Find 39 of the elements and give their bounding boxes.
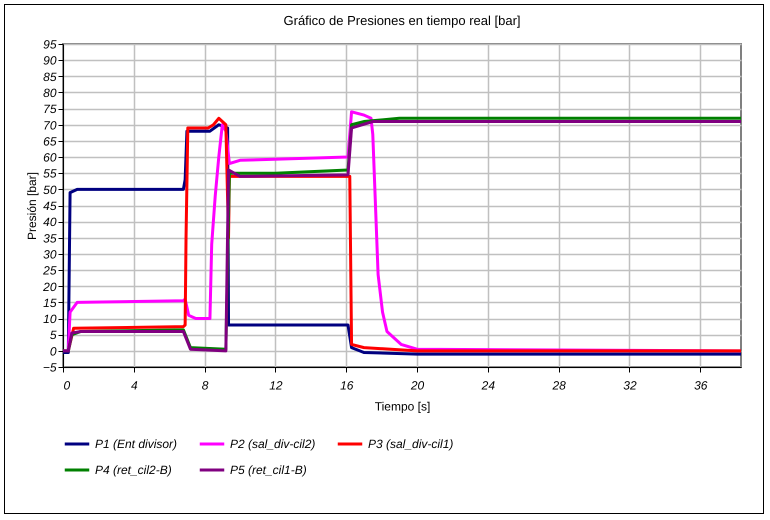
x-tick-label: 20 [410, 378, 425, 392]
y-tick-label: 25 [42, 264, 57, 278]
y-tick-label: 85 [43, 70, 57, 84]
y-tick-label: −5 [42, 360, 57, 374]
x-tick-label: 28 [551, 378, 566, 392]
x-tick-label: 16 [340, 378, 354, 392]
chart-title: Gráfico de Presiones en tiempo real [bar] [283, 13, 521, 28]
y-tick-label: 15 [43, 296, 57, 310]
x-tick-label: 0 [64, 378, 70, 392]
legend-label: P5 (ret_cil1-B) [230, 463, 307, 477]
legend-label: P4 (ret_cil2-B) [95, 463, 172, 477]
legend-label: P1 (Ent divisor) [95, 437, 178, 451]
y-tick-label: 20 [42, 280, 57, 294]
x-tick-label: 36 [694, 378, 708, 392]
y-tick-label: 35 [43, 231, 57, 246]
y-tick-label: 40 [43, 215, 57, 230]
y-tick-label: 80 [43, 86, 57, 100]
y-tick-label: 75 [43, 102, 57, 116]
y-tick-label: 70 [43, 118, 57, 132]
x-axis-title: Tiempo [s] [374, 400, 430, 414]
x-tick-label: 12 [269, 378, 283, 392]
y-tick-label: 65 [43, 134, 57, 148]
legend-label: P3 (sal_div-cil1) [368, 437, 454, 451]
x-tick-label: 24 [480, 378, 496, 392]
y-tick-label: 95 [43, 38, 57, 52]
y-tick-label: 90 [43, 54, 57, 68]
x-tick-label: 4 [130, 378, 138, 392]
y-tick-label: 10 [43, 312, 57, 326]
legend-label: P2 (sal_div-cil2) [230, 437, 316, 451]
y-tick-label: 55 [43, 166, 57, 181]
y-tick-label: 30 [43, 247, 57, 262]
x-tick-label: 8 [202, 378, 209, 392]
y-tick-label: 5 [50, 328, 57, 342]
y-tick-label: 60 [43, 150, 57, 165]
y-tick-label: 45 [43, 199, 57, 213]
y-tick-label: 50 [43, 182, 57, 197]
x-tick-label: 32 [623, 378, 637, 392]
y-tick-label: 0 [50, 344, 57, 358]
y-axis-title: Presión [bar] [24, 172, 39, 240]
